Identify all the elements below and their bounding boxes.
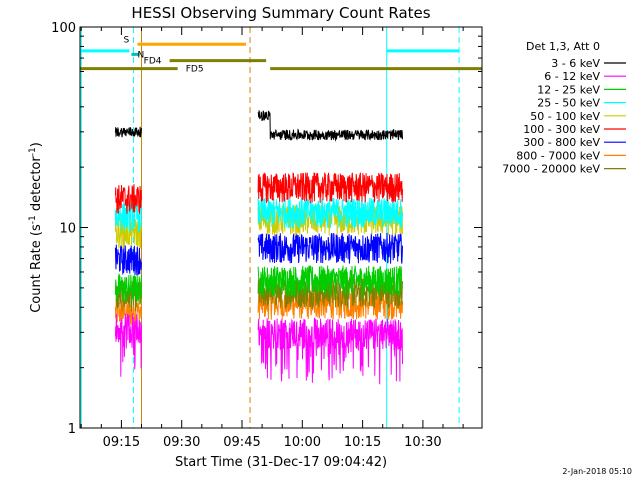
series-trace [114,184,142,214]
series-trace [257,232,403,264]
series-3-6-kev [114,110,403,142]
y-axis-label: Count Rate (s-1 detector-1) [28,142,44,313]
legend-label: 6 - 12 keV [544,70,600,83]
x-tick-label: 10:00 [284,435,321,450]
x-tick-label: 10:30 [404,435,441,450]
x-tick-label: 09:45 [223,435,260,450]
legend-label: 50 - 100 keV [530,110,600,123]
legend-label: 300 - 800 keV [523,136,600,149]
legend-label: 3 - 6 keV [551,57,600,70]
series-6-12-kev [114,313,403,385]
series-trace [114,126,142,138]
series-trace [257,110,403,142]
x-tick-label: 09:30 [163,435,200,450]
series-trace [114,244,142,276]
series-trace [114,313,142,377]
series-trace [114,272,142,304]
y-tick-label: 100 [51,21,76,36]
series-trace [114,217,142,249]
legend-label: 800 - 7000 keV [516,149,600,162]
legend-label: 7000 - 20000 keV [502,163,600,176]
legend-label: 25 - 50 keV [537,97,600,110]
x-axis-label: Start Time (31-Dec-17 09:04:42) [175,455,387,470]
x-tick-label: 10:15 [344,435,381,450]
series-trace [257,316,403,385]
legend-label: 12 - 25 keV [537,83,600,96]
legend-label: 100 - 300 keV [523,123,600,136]
flag-label-fd5: FD5 [186,65,204,75]
series-trace [257,172,403,204]
series-trace [257,265,403,298]
y-tick-label: 1 [68,422,76,437]
series-100-300-kev [114,172,403,214]
series-trace [114,297,142,329]
y-tick-label: 10 [59,222,76,237]
legend-title: Det 1,3, Att 0 [526,40,600,53]
series-300-800-kev [114,232,403,276]
x-tick-label: 09:15 [103,435,140,450]
series-12-25-kev [114,265,403,304]
flag-label-s: S [123,35,129,45]
chart-title: HESSI Observing Summary Count Rates [131,4,430,22]
timestamp: 2-Jan-2018 05:10 [562,467,632,476]
flag-label-n: N [137,50,144,60]
series-trace [257,197,403,229]
flag-label-fd4: FD4 [144,57,162,67]
